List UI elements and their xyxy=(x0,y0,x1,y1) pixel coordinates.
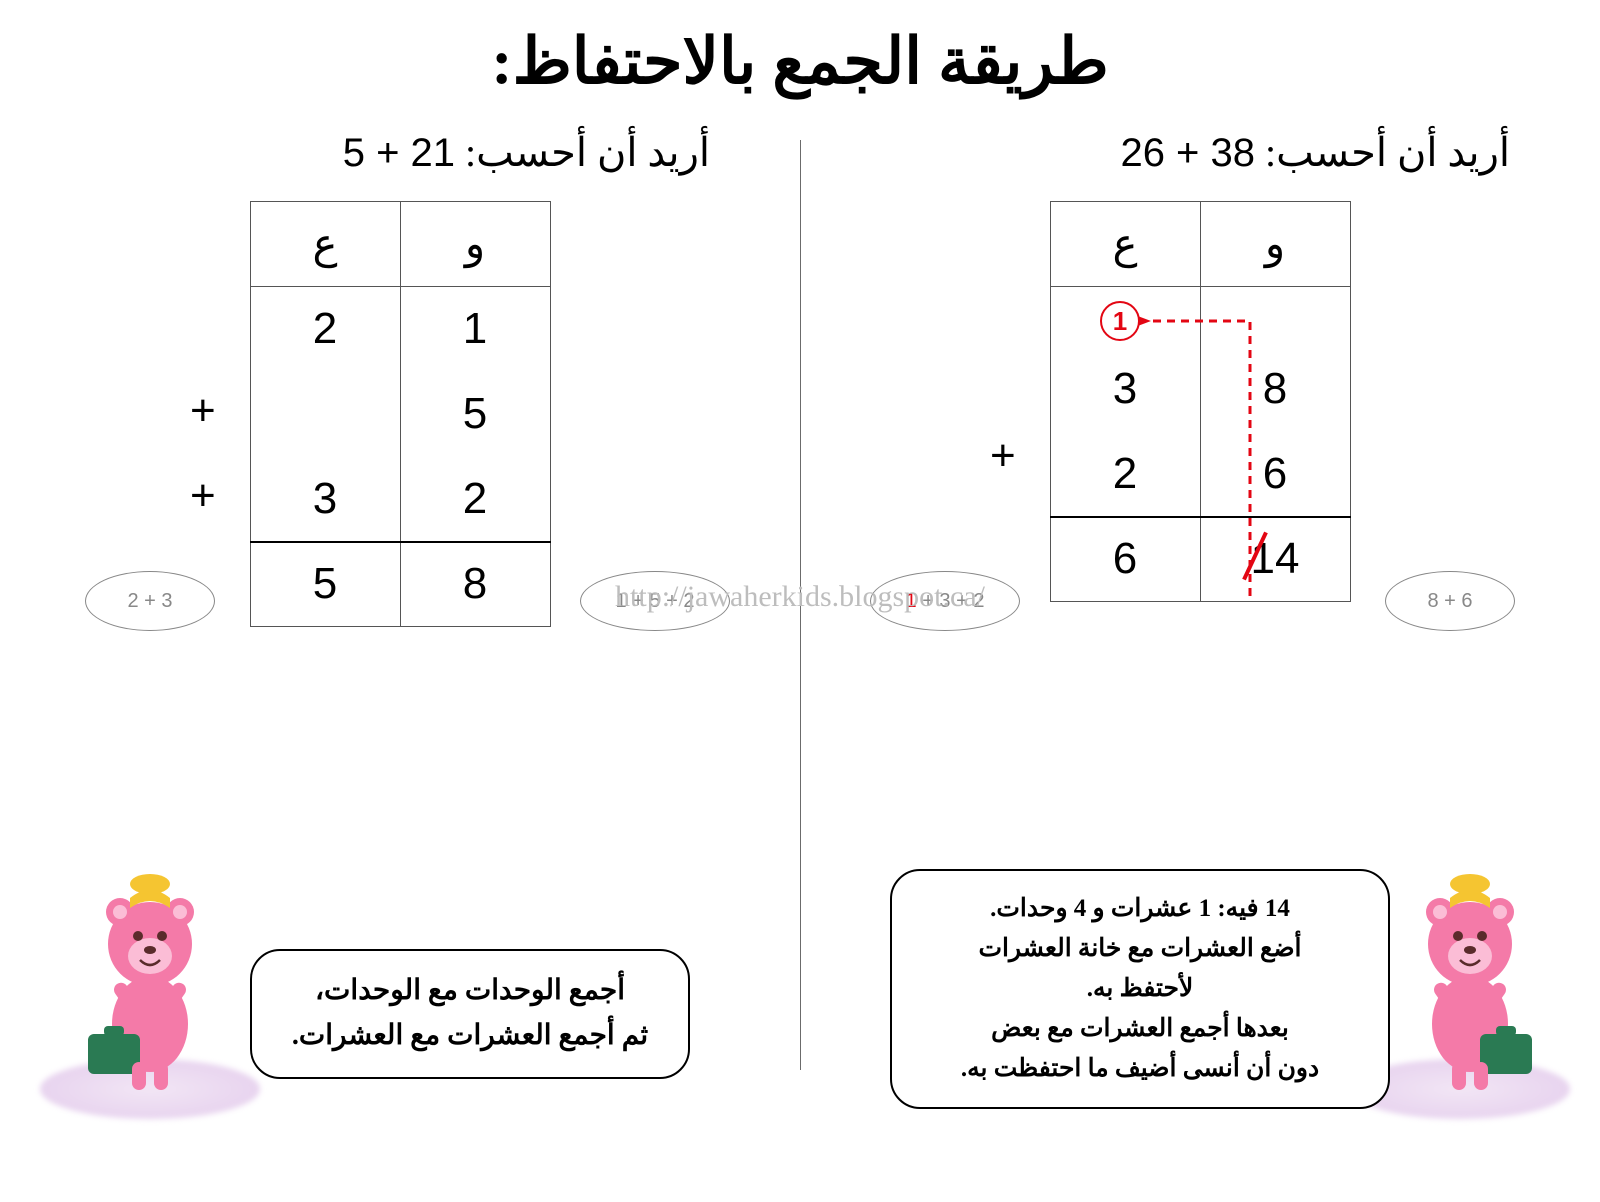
prompt-right-text: أريد أن أحسب: xyxy=(1265,130,1510,175)
r-carry-ones xyxy=(1200,287,1350,347)
l-r2-tens xyxy=(250,372,400,457)
speech-right-text: 14 فيه: 1 عشرات و 4 وحدات. أضع العشرات م… xyxy=(961,895,1319,1082)
table-wrap-left: + + ع و 2 1 5 3 2 xyxy=(245,201,555,627)
carry-value: 1 xyxy=(1113,306,1127,337)
l-r3-tens: 3 xyxy=(250,457,400,542)
bear-right xyxy=(1380,834,1560,1094)
bear-left xyxy=(60,834,240,1094)
example-right: أريد أن أحسب: 26 + 38 + 1 ع و xyxy=(800,99,1600,1149)
r-r1-ones: 8 xyxy=(1200,347,1350,432)
plus-left-1: + xyxy=(190,386,216,436)
calc-table-right: ع و 3 8 2 6 6 xyxy=(1050,201,1351,602)
bubble-left-tens-text: 2 + 3 xyxy=(127,590,172,613)
th-tens-left: ع xyxy=(250,202,400,287)
table-wrap-right: + 1 ع و xyxy=(1045,201,1355,602)
result-14-one: 1 xyxy=(1251,534,1275,583)
l-r3-ones: 2 xyxy=(400,457,550,542)
example-left: أريد أن أحسب: 5 + 21 + + ع و 2 1 5 xyxy=(0,99,800,1149)
plus-right: + xyxy=(990,431,1016,481)
speech-right: 14 فيه: 1 عشرات و 4 وحدات. أضع العشرات م… xyxy=(890,869,1390,1109)
prompt-left-expr: 5 + 21 xyxy=(343,131,455,175)
l-r1-ones: 1 xyxy=(400,287,550,372)
l-res-ones: 8 xyxy=(400,542,550,627)
carry-circle: 1 xyxy=(1100,301,1140,341)
result-14: 14 xyxy=(1251,534,1300,584)
bubble-left-ones: 1 + 5 + 2 xyxy=(580,571,730,631)
calc-table-left: ع و 2 1 5 3 2 5 8 xyxy=(250,201,551,627)
bubble-rest-text: + 3 + 2 xyxy=(917,590,985,612)
plus-left-2: + xyxy=(190,471,216,521)
r-res-ones: 14 xyxy=(1200,517,1350,602)
r-r2-ones: 6 xyxy=(1200,432,1350,517)
bubble-right-tens: 1 + 3 + 2 xyxy=(870,571,1020,631)
bubble-carry-digit: 1 xyxy=(906,590,917,612)
r-r1-tens: 3 xyxy=(1050,347,1200,432)
th-ones-right: و xyxy=(1200,202,1350,287)
content-row: أريد أن أحسب: 5 + 21 + + ع و 2 1 5 xyxy=(0,99,1600,1149)
bubble-right-tens-text: 1 + 3 + 2 xyxy=(906,590,985,613)
th-tens-right: ع xyxy=(1050,202,1200,287)
bear-svg-left xyxy=(60,834,240,1094)
speech-left: أجمع الوحدات مع الوحدات، ثم أجمع العشرات… xyxy=(250,949,690,1079)
l-res-tens: 5 xyxy=(250,542,400,627)
bubble-right-ones: 8 + 6 xyxy=(1385,571,1515,631)
bubble-right-ones-text: 8 + 6 xyxy=(1427,590,1472,613)
result-14-four: 4 xyxy=(1275,534,1299,583)
page-title: طريقة الجمع بالاحتفاظ: xyxy=(0,0,1600,99)
th-ones-left: و xyxy=(400,202,550,287)
bubble-left-ones-text: 1 + 5 + 2 xyxy=(616,590,695,613)
r-r2-tens: 2 xyxy=(1050,432,1200,517)
r-res-tens: 6 xyxy=(1050,517,1200,602)
speech-left-text: أجمع الوحدات مع الوحدات، ثم أجمع العشرات… xyxy=(292,975,648,1051)
l-r2-ones: 5 xyxy=(400,372,550,457)
prompt-right-expr: 26 + 38 xyxy=(1120,131,1255,175)
prompt-left: أريد أن أحسب: 5 + 21 xyxy=(30,129,710,176)
bubble-left-tens: 2 + 3 xyxy=(85,571,215,631)
prompt-right: أريد أن أحسب: 26 + 38 xyxy=(830,129,1510,176)
bear-svg-right xyxy=(1380,834,1560,1094)
l-r1-tens: 2 xyxy=(250,287,400,372)
prompt-left-text: أريد أن أحسب: xyxy=(465,130,710,175)
